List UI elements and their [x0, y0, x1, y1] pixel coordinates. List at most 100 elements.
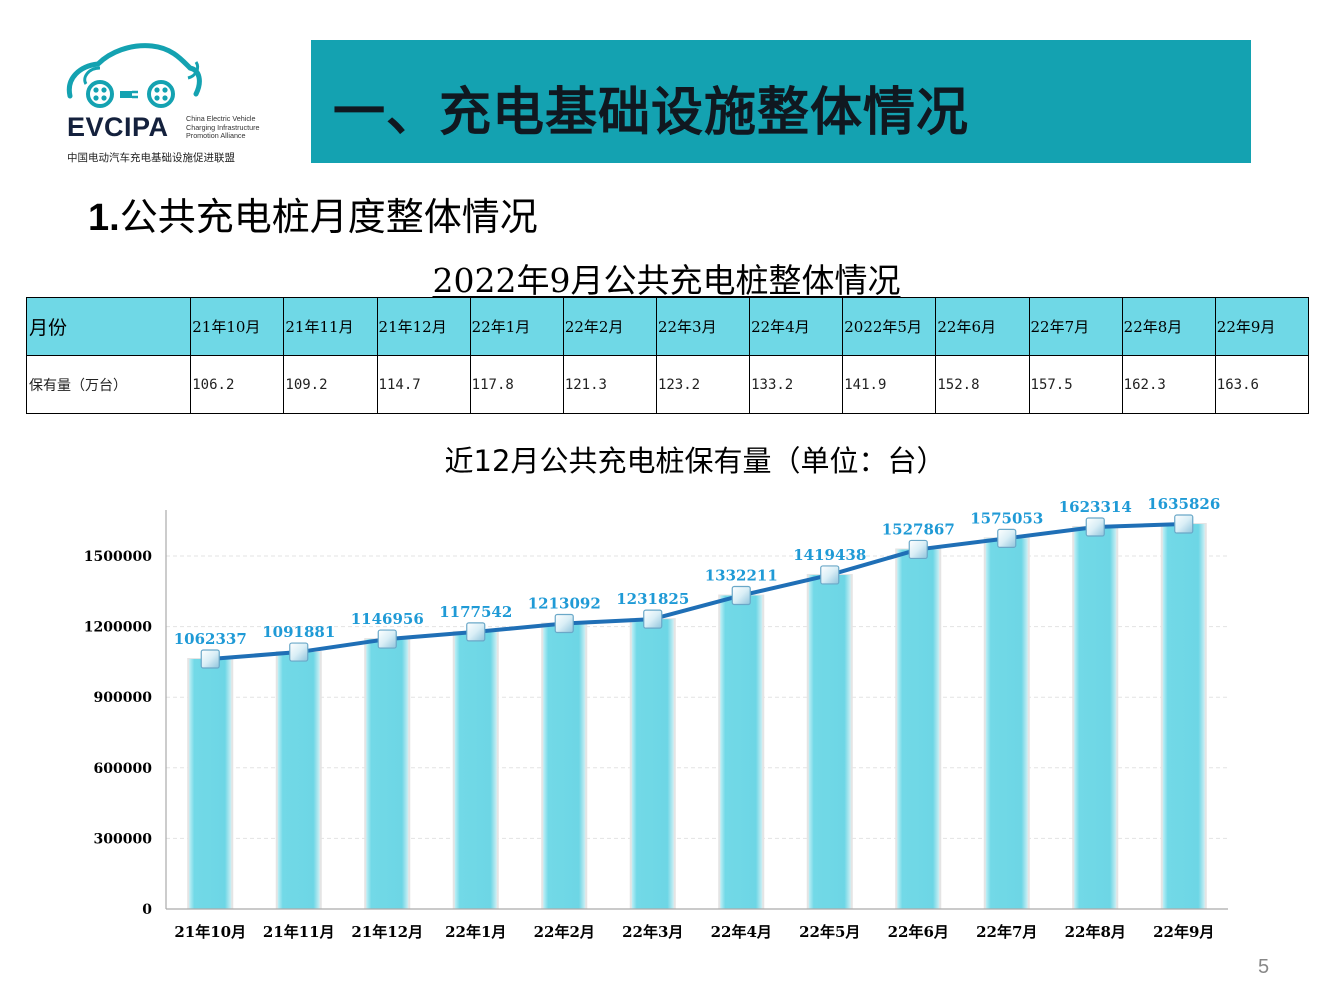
x-tick-label: 22年9月: [1153, 923, 1214, 941]
data-point-marker: [289, 642, 309, 662]
slide-title-banner: 一、充电基础设施整体情况: [311, 40, 1251, 163]
x-tick-label: 21年11月: [263, 923, 335, 941]
table-value-cell: 141.9: [842, 355, 937, 414]
data-label: 1177542: [439, 603, 512, 621]
x-tick-label: 21年12月: [351, 923, 423, 941]
logo-english-name: China Electric Vehicle Charging Infrastr…: [186, 114, 281, 141]
row-header-month: 月份: [25, 297, 192, 356]
data-point-marker: [466, 622, 486, 642]
data-label: 1213092: [528, 595, 601, 613]
table-month-cell: 22年9月: [1214, 297, 1310, 356]
table-month-cell: 22年3月: [655, 297, 751, 356]
table-month-cell: 22年4月: [749, 297, 844, 356]
bar: [1074, 526, 1117, 909]
table-value-row: 保有量（万台） 106.2 109.2 114.7 117.8 121.3 123.2 13…: [25, 355, 1310, 414]
x-tick-label: 22年5月: [799, 923, 860, 941]
bar: [631, 619, 674, 909]
x-tick-label: 22年7月: [976, 923, 1037, 941]
table-value-cell: 133.2: [749, 355, 844, 414]
y-tick-label: 0: [142, 902, 152, 918]
data-label: 1146956: [351, 610, 424, 628]
table-title: 2022年9月公共充电桩整体情况: [0, 254, 1333, 302]
bar: [985, 538, 1028, 909]
x-tick-label: 22年6月: [888, 923, 949, 941]
table-value-cell: 109.2: [283, 355, 378, 414]
y-tick-label: 600000: [94, 761, 153, 777]
data-point-marker: [1174, 514, 1194, 534]
data-point-marker: [820, 565, 840, 585]
section-title-text: 公共充电桩月度整体情况: [119, 195, 538, 239]
table-header-row: 月份 21年10月 21年11月 21年12月 22年1月 22年2月 22年3月 22年4…: [25, 297, 1310, 356]
x-tick-label: 22年1月: [445, 923, 506, 941]
data-label: 1575053: [970, 509, 1043, 527]
data-point-marker: [731, 585, 751, 606]
data-label: 1527867: [882, 520, 955, 538]
y-tick-label: 900000: [94, 690, 153, 706]
table-month-cell: 21年10月: [190, 297, 285, 356]
table-month-cell: 22年8月: [1121, 297, 1216, 356]
ev-car-icon: [66, 43, 202, 108]
table-value-cell: 157.5: [1028, 355, 1123, 414]
page-number: 5: [1258, 956, 1270, 978]
chart-title: 近12月公共充电桩保有量（单位：台）: [444, 444, 946, 478]
bar: [720, 595, 763, 909]
bar: [897, 549, 940, 909]
row-header-stock: 保有量（万台）: [25, 355, 192, 414]
table-month-cell: 21年11月: [283, 297, 378, 356]
table-value-cell: 163.6: [1214, 355, 1310, 414]
data-point-marker: [997, 528, 1017, 548]
data-point-marker: [200, 649, 220, 669]
bar: [366, 639, 409, 909]
table-month-cell: 22年7月: [1028, 297, 1123, 356]
table-month-cell: 21年12月: [376, 297, 471, 356]
data-point-marker: [1085, 517, 1105, 537]
x-tick-label: 21年10月: [174, 923, 246, 941]
section-number: 1.: [88, 197, 120, 239]
table-value-cell: 117.8: [469, 355, 564, 414]
y-tick-label: 1200000: [84, 620, 152, 636]
logo-chinese-name: 中国电动汽车充电基础设施促进联盟: [67, 152, 235, 164]
data-point-marker: [377, 629, 397, 649]
x-tick-label: 22年3月: [622, 923, 683, 941]
y-tick-label: 1500000: [84, 549, 152, 565]
data-label: 1231825: [616, 590, 689, 608]
data-point-marker: [643, 609, 663, 629]
data-label: 1635826: [1147, 495, 1220, 513]
data-label: 1332211: [705, 566, 778, 584]
slide-title: 一、充电基础设施整体情况: [333, 83, 970, 143]
data-point-marker: [554, 613, 574, 634]
bar: [454, 631, 497, 909]
table-month-cell: 2022年5月: [842, 297, 937, 356]
table-month-cell: 22年1月: [469, 297, 564, 356]
bar: [189, 658, 232, 909]
series-line: [210, 522, 1184, 661]
x-tick-label: 22年2月: [534, 923, 595, 941]
table-value-cell: 121.3: [562, 355, 657, 414]
logo-en-line: China Electric Vehicle: [186, 114, 256, 123]
x-tick-label: 22年8月: [1065, 923, 1126, 941]
logo-en-line: Promotion Alliance: [186, 131, 246, 141]
bar: [808, 574, 851, 909]
data-point-marker: [908, 539, 928, 560]
logo-name: EVCIPA: [67, 112, 169, 142]
y-tick-label: 300000: [94, 831, 153, 847]
table-month-cell: 22年2月: [562, 297, 657, 356]
x-tick-label: 22年4月: [711, 923, 772, 941]
bar: [277, 652, 320, 909]
section-title: 1.公共充电桩月度整体情况: [88, 186, 538, 241]
data-label: 1062337: [174, 630, 247, 648]
table-month-cell: 22年6月: [935, 297, 1030, 356]
table-value-cell: 162.3: [1121, 355, 1216, 414]
bar: [1162, 524, 1205, 909]
data-label: 1091881: [262, 623, 335, 641]
data-label: 1419438: [793, 546, 866, 564]
table-value-cell: 106.2: [190, 355, 285, 414]
table-value-cell: 152.8: [935, 355, 1030, 414]
bar: [543, 623, 586, 909]
table-title-text: 2022年9月公共充电桩整体情况: [432, 261, 901, 300]
logo-en-line: Charging Infrastructure: [186, 122, 260, 132]
table-value-cell: 123.2: [655, 355, 751, 414]
data-label: 1623314: [1059, 498, 1132, 516]
evcipa-logo: EVCIPA China Electric Vehicle Charging I…: [60, 38, 275, 168]
stock-chart: 0 300000 600000 900000 1200000 1500000 21年10月 2…: [84, 495, 1228, 941]
